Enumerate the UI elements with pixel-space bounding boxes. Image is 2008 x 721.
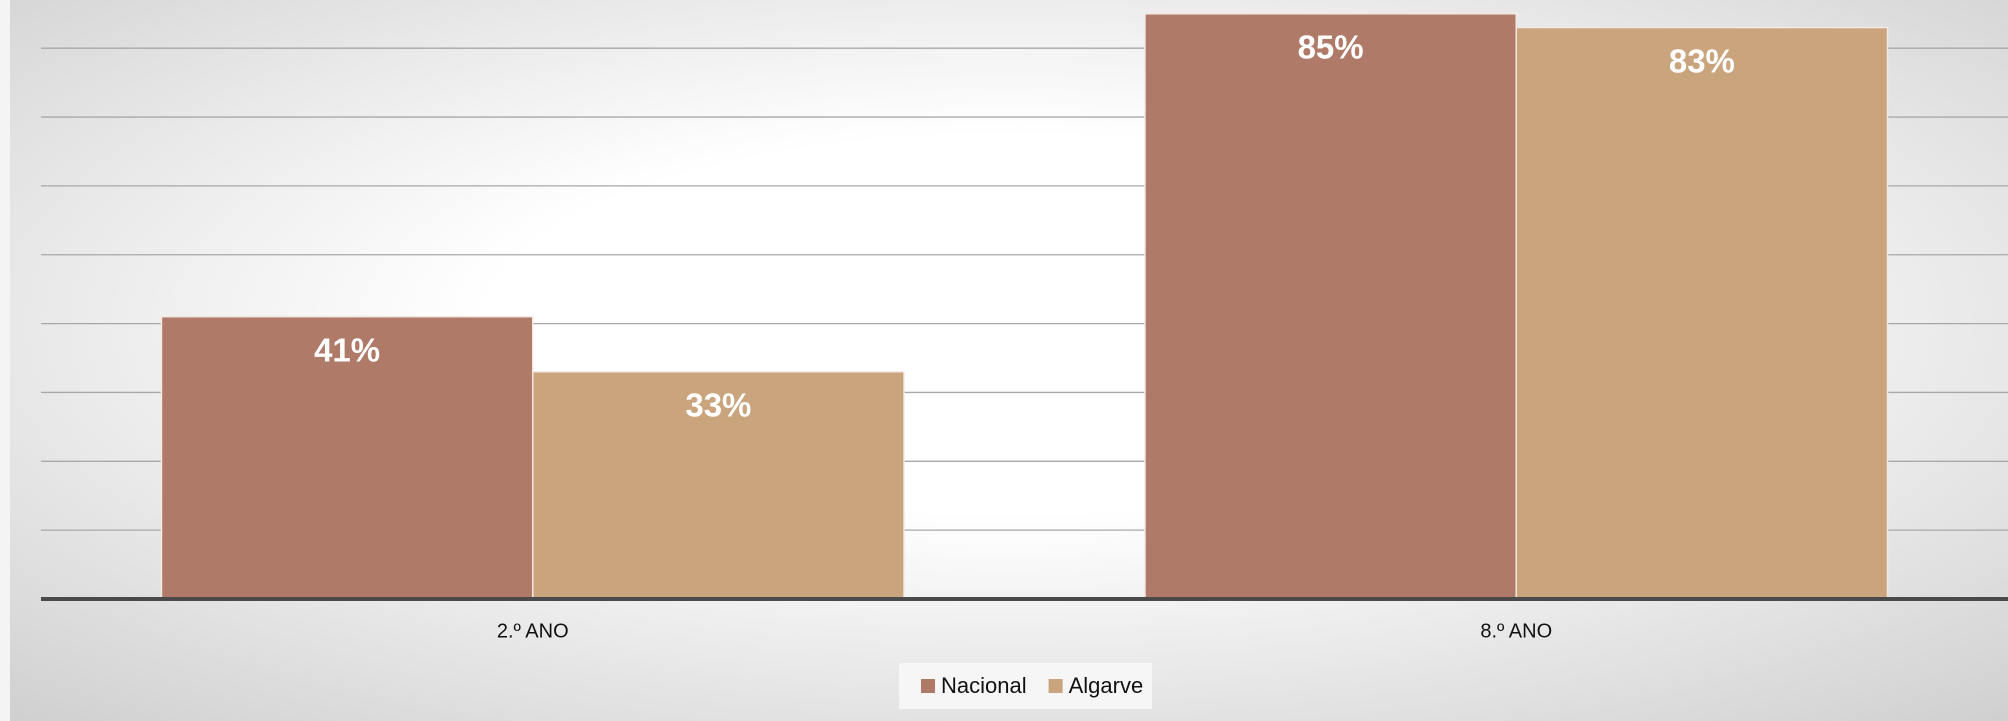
legend-box xyxy=(899,663,1152,709)
bar xyxy=(160,315,534,600)
bar xyxy=(1144,13,1517,600)
legend-label: Algarve xyxy=(1069,673,1144,698)
bar xyxy=(1515,26,1889,600)
data-label: 83% xyxy=(1669,42,1735,79)
data-label: 41% xyxy=(314,331,380,368)
legend-swatch xyxy=(1048,679,1063,693)
data-label: 85% xyxy=(1298,28,1364,65)
bar xyxy=(532,371,905,600)
x-tick-label: 2.º ANO xyxy=(497,620,569,642)
data-label: 33% xyxy=(685,387,751,424)
x-tick-label: 8.º ANO xyxy=(1480,620,1552,642)
legend-swatch xyxy=(921,679,935,693)
legend-label: Nacional xyxy=(941,673,1027,698)
